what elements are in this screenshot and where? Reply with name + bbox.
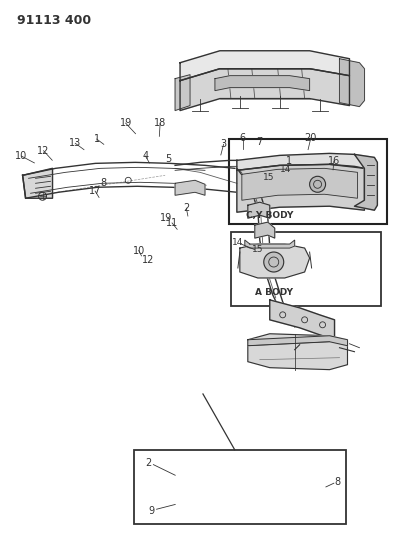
Text: 91113 400: 91113 400	[17, 14, 91, 27]
Text: 4: 4	[142, 151, 148, 161]
Text: 6: 6	[240, 133, 246, 143]
Text: 8: 8	[100, 177, 106, 188]
Text: 10: 10	[133, 246, 145, 255]
Polygon shape	[245, 240, 295, 248]
Polygon shape	[180, 51, 349, 80]
Circle shape	[264, 252, 284, 272]
Polygon shape	[339, 59, 365, 107]
Polygon shape	[355, 155, 377, 210]
Text: 16: 16	[328, 156, 340, 166]
Text: 12: 12	[37, 146, 50, 156]
Text: 11: 11	[166, 218, 178, 228]
Text: 18: 18	[154, 118, 166, 128]
Text: 1: 1	[94, 134, 100, 144]
Text: 13: 13	[69, 138, 81, 148]
Text: 2: 2	[145, 458, 151, 468]
Polygon shape	[248, 202, 270, 218]
Polygon shape	[237, 154, 365, 171]
Polygon shape	[180, 69, 349, 110]
Text: 15: 15	[262, 173, 274, 182]
Text: 8: 8	[335, 477, 341, 487]
Bar	[229, 139, 387, 224]
Polygon shape	[23, 168, 53, 198]
Text: 7: 7	[257, 137, 263, 147]
Polygon shape	[242, 168, 357, 200]
Polygon shape	[248, 336, 347, 346]
Text: 1: 1	[287, 156, 293, 166]
Polygon shape	[175, 75, 190, 110]
Polygon shape	[175, 180, 205, 195]
Text: 15: 15	[252, 245, 263, 254]
Text: 14: 14	[232, 238, 244, 247]
Text: 9: 9	[148, 506, 154, 516]
Bar	[231, 232, 381, 306]
Polygon shape	[255, 222, 275, 238]
Text: 19: 19	[119, 118, 132, 128]
Polygon shape	[270, 300, 335, 340]
Polygon shape	[237, 164, 365, 212]
Bar	[134, 450, 346, 524]
Text: 3: 3	[220, 139, 226, 149]
Polygon shape	[215, 76, 310, 91]
Text: 12: 12	[142, 255, 154, 265]
Text: 17: 17	[89, 186, 101, 196]
Text: 10: 10	[15, 151, 27, 161]
Polygon shape	[240, 244, 310, 278]
Text: 14: 14	[280, 165, 291, 174]
Text: 19: 19	[160, 213, 173, 223]
Text: 5: 5	[165, 154, 171, 164]
Text: 2: 2	[183, 203, 189, 213]
Polygon shape	[248, 334, 347, 370]
Text: A BODY: A BODY	[255, 288, 293, 297]
Text: 20: 20	[304, 133, 317, 143]
Text: C,Y BODY: C,Y BODY	[246, 211, 293, 220]
Circle shape	[310, 176, 326, 192]
